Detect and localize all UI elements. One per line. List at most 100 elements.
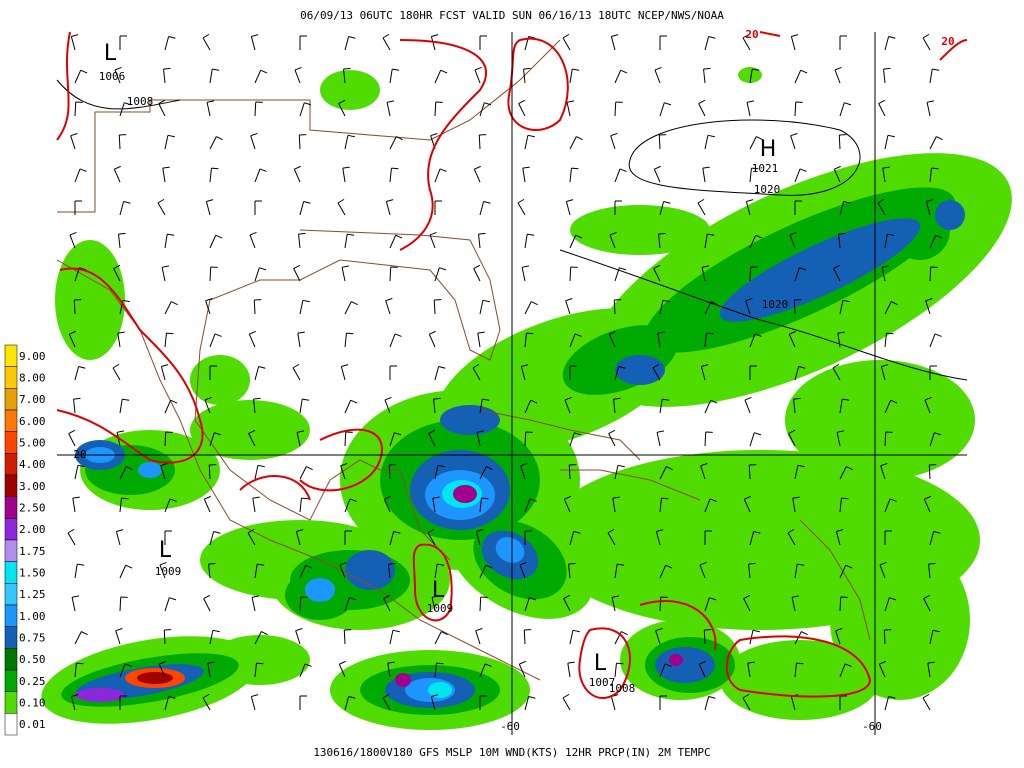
- wind-barb-flag: [575, 234, 583, 239]
- wind-barb-flag: [247, 528, 255, 534]
- wind-barb: [566, 102, 571, 117]
- wind-barb: [428, 433, 436, 447]
- legend: 9.00 8.00 7.00 6.00 5.00 4.00 3.00 2.50 2.00 1.75…: [4, 344, 46, 736]
- wind-barb: [746, 102, 751, 117]
- wind-barb: [164, 333, 167, 348]
- wind-barb-flag: [256, 662, 264, 665]
- wind-barb: [790, 36, 796, 51]
- wind-barb-flag: [161, 265, 170, 268]
- wind-barb: [702, 168, 706, 183]
- wind-barb: [884, 498, 891, 513]
- wind-barb-flag: [799, 168, 807, 172]
- gulf-coast: [194, 229, 501, 561]
- wind-barb: [344, 400, 352, 414]
- wind-barb: [432, 498, 436, 513]
- wind-barb: [254, 168, 261, 183]
- precip-area: [55, 240, 125, 360]
- isotherm: [759, 31, 968, 61]
- wind-barb: [389, 432, 395, 447]
- precip-area: [138, 462, 162, 478]
- wind-barb-flag: [613, 397, 621, 400]
- wind-barb: [298, 134, 301, 150]
- wind-barb: [924, 399, 931, 414]
- wind-barb-flag: [122, 299, 130, 303]
- wind-barb-flag: [936, 136, 943, 141]
- wind-barb: [479, 399, 483, 414]
- wind-barb-flag: [619, 168, 627, 172]
- wind-barb: [929, 531, 935, 546]
- wind-barb: [749, 432, 755, 447]
- wind-barb-flag: [204, 495, 211, 500]
- wind-barb: [569, 531, 575, 546]
- wind-barb-flag: [249, 330, 256, 335]
- wind-barb: [298, 234, 301, 249]
- legend-swatch: [4, 539, 18, 562]
- wind-barb-flag: [257, 563, 265, 566]
- wind-barb-flag: [395, 234, 403, 239]
- wind-barb: [837, 333, 841, 348]
- wind-barb: [344, 36, 350, 51]
- wind-barb: [610, 696, 616, 711]
- wind-barb: [788, 433, 796, 447]
- wind-barb: [749, 69, 753, 84]
- wind-barb: [793, 399, 796, 414]
- wind-barb: [115, 531, 121, 546]
- wind-barb-flag: [211, 167, 219, 170]
- wind-barb: [790, 135, 796, 150]
- wind-barb: [344, 234, 348, 249]
- legend-label: 0.50: [19, 653, 46, 666]
- wind-barb-flag: [519, 660, 526, 665]
- wind-barb: [884, 333, 887, 348]
- wind-barb-flag: [572, 629, 580, 633]
- wind-barb: [160, 366, 166, 381]
- wind-barb-flag: [68, 429, 76, 434]
- wind-barb: [478, 134, 481, 150]
- wind-barb: [299, 596, 302, 612]
- wind-barb: [839, 466, 847, 480]
- wind-barb-flag: [202, 693, 210, 699]
- wind-barb-flag: [699, 660, 706, 665]
- wind-barb-flag: [213, 530, 221, 534]
- wind-barb-flag: [747, 661, 755, 664]
- legend-swatch: [4, 366, 18, 389]
- wind-barb-flag: [932, 68, 940, 71]
- wind-barb: [839, 201, 845, 216]
- wind-barb: [387, 663, 391, 678]
- precip-area: [453, 485, 477, 503]
- wind-barb-flag: [249, 231, 257, 236]
- wind-barb: [205, 300, 211, 315]
- wind-barb: [475, 531, 481, 546]
- wind-barb-flag: [304, 102, 312, 106]
- wind-barb-flag: [574, 333, 582, 337]
- wind-barb-flag: [251, 694, 259, 697]
- wind-barb-flag: [292, 363, 300, 369]
- wind-barb: [202, 37, 211, 51]
- wind-barb-flag: [880, 463, 888, 467]
- wind-barb: [209, 630, 214, 645]
- wind-barb: [922, 697, 931, 711]
- wind-barb-flag: [72, 496, 80, 499]
- wind-barb: [794, 267, 800, 282]
- legend-swatch: [4, 474, 18, 497]
- legend-swatch: [4, 604, 18, 627]
- precip-area: [785, 360, 975, 480]
- wind-barb: [653, 268, 661, 282]
- wind-barb-flag: [702, 166, 710, 169]
- wind-barb: [929, 168, 932, 183]
- wind-barb-flag: [431, 694, 439, 697]
- wind-barb: [118, 134, 121, 150]
- map: L 1006 1008 H 1021 1020 1020 20 20 20 L …: [41, 28, 1012, 735]
- wind-barb: [292, 367, 301, 381]
- wind-barb: [164, 431, 167, 447]
- wind-barb: [614, 366, 620, 381]
- wind-barb: [524, 431, 527, 447]
- wind-barb-flag: [711, 301, 718, 306]
- wind-barb-flag: [293, 264, 301, 269]
- wind-barb-flag: [122, 398, 130, 401]
- wind-barb-flag: [708, 695, 716, 699]
- wind-barb-flag: [483, 200, 491, 204]
- wind-barb: [119, 565, 127, 579]
- wind-barb-flag: [520, 463, 528, 467]
- wind-barb: [388, 464, 391, 480]
